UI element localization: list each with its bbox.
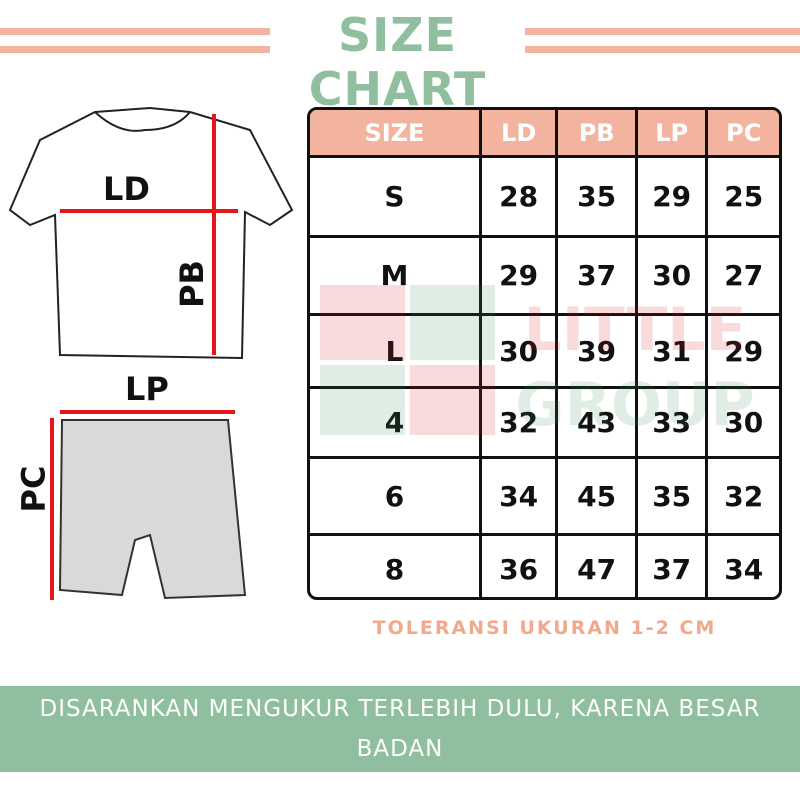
lp-label: LP (125, 370, 169, 408)
table-cell: 27 (705, 238, 779, 313)
header-stripe-left-bottom (0, 46, 270, 53)
column-header: SIZE (364, 118, 425, 147)
ld-label: LD (103, 170, 150, 208)
table-cell: 30 (705, 389, 779, 456)
header-stripe-right-bottom (525, 46, 800, 53)
table-cell: L (385, 334, 404, 368)
table-cell: 29 (705, 316, 779, 386)
notice-line-1: DISARANKAN MENGUKUR TERLEBIH DULU, KAREN… (39, 696, 761, 762)
table-cell: 37 (555, 238, 635, 313)
table-cell: 39 (555, 316, 635, 386)
size-table: SIZE LD PB LP PC S 28 35 29 25 M 29 37 30 27 L 30 39 31 29 4… (307, 107, 782, 600)
table-row: 6 34 45 35 32 (310, 456, 779, 533)
table-cell: 31 (634, 316, 706, 386)
table-cell: 43 (555, 389, 635, 456)
table-cell: 32 (705, 459, 779, 533)
table-row: 8 36 47 37 34 (310, 533, 779, 597)
table-row: L 30 39 31 29 (310, 313, 779, 386)
table-cell: 47 (555, 536, 635, 597)
table-cell: 30 (478, 316, 556, 386)
column-header: PC (705, 110, 779, 155)
column-header: LD (478, 110, 556, 155)
table-cell: 32 (478, 389, 556, 456)
table-cell: S (384, 180, 405, 213)
table-cell: 37 (634, 536, 706, 597)
table-cell: 6 (384, 479, 405, 513)
table-cell: 34 (478, 459, 556, 533)
table-cell: 29 (634, 158, 706, 235)
table-cell: 35 (634, 459, 706, 533)
pb-label: PB (172, 260, 211, 308)
pc-label: PC (14, 465, 53, 513)
table-row: M 29 37 30 27 (310, 235, 779, 313)
table-row: 4 32 43 33 30 (310, 386, 779, 456)
column-header: PB (555, 110, 635, 155)
column-header: LP (634, 110, 706, 155)
table-cell: 33 (634, 389, 706, 456)
table-cell: 4 (384, 406, 405, 439)
table-header-row: SIZE LD PB LP PC (310, 110, 779, 155)
table-cell: 34 (705, 536, 779, 597)
tshirt-diagram (8, 106, 294, 360)
notice-banner: DISARANKAN MENGUKUR TERLEBIH DULU, KAREN… (0, 686, 800, 802)
table-cell: 8 (384, 553, 405, 586)
header-stripe-left-top (0, 28, 270, 35)
table-cell: M (380, 259, 409, 292)
table-cell: 29 (478, 238, 556, 313)
table-cell: 36 (478, 536, 556, 597)
table-cell: 45 (555, 459, 635, 533)
header-stripe-right-top (525, 28, 800, 35)
table-row: S 28 35 29 25 (310, 155, 779, 235)
table-cell: 25 (705, 158, 779, 235)
table-cell: 35 (555, 158, 635, 235)
table-cell: 28 (478, 158, 556, 235)
tolerance-note: TOLERANSI UKURAN 1-2 CM (372, 617, 717, 639)
table-cell: 30 (634, 238, 706, 313)
page-title: SIZE CHART (308, 8, 487, 116)
notice-line-2: TIAP ANAK BERBEDA, ESTIMASI USIA BUKAN P… (13, 776, 787, 802)
shorts-diagram (50, 410, 247, 600)
